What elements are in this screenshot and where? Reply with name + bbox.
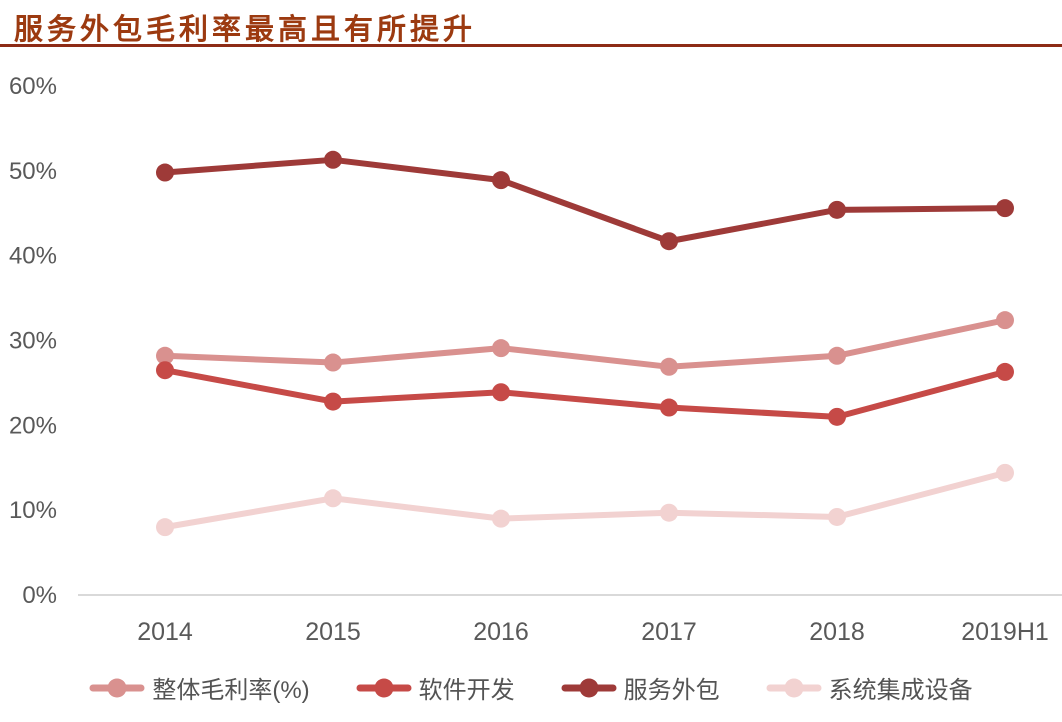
x-axis-label: 2019H1 (961, 618, 1049, 646)
series-point-outsourcing-2016 (492, 171, 510, 190)
series-outsourcing (156, 150, 1014, 251)
legend-marker-system (766, 678, 822, 697)
x-axis-label: 2018 (809, 618, 865, 646)
legend-label-system: 系统集成设备 (828, 677, 973, 704)
series-point-software-2016 (492, 383, 510, 402)
series-point-overall-2016 (492, 339, 510, 358)
series-point-software-2014 (156, 361, 174, 380)
x-axis-label: 2014 (137, 618, 193, 646)
series-point-overall-2018 (828, 346, 846, 365)
series-point-software-2018 (828, 407, 846, 426)
series-point-outsourcing-2019H1 (996, 199, 1014, 218)
series-point-outsourcing-2014 (156, 163, 174, 182)
series-point-system-2016 (492, 509, 510, 528)
legend-item-system: 系统集成设备 (766, 670, 973, 705)
series-point-overall-2019H1 (996, 311, 1014, 330)
series-line-outsourcing (162, 156, 1008, 245)
series-point-system-2017 (660, 503, 678, 522)
y-axis-label: 40% (9, 243, 57, 270)
legend-marker-overall (89, 678, 145, 697)
x-axis-label: 2015 (305, 618, 361, 646)
series-point-outsourcing-2015 (324, 150, 342, 169)
series-point-system-2015 (324, 489, 342, 508)
y-axis-label: 50% (9, 158, 57, 185)
y-axis-label: 0% (22, 582, 57, 609)
legend-item-outsourcing: 服务外包 (561, 670, 720, 705)
x-axis-label: 2017 (641, 618, 697, 646)
chart-title: 服务外包毛利率最高且有所提升 (14, 14, 477, 46)
series-point-overall-2014 (156, 346, 174, 365)
legend-item-software: 软件开发 (356, 670, 515, 705)
y-axis-label: 10% (9, 497, 57, 524)
legend-label-software: 软件开发 (418, 677, 515, 704)
series-point-system-2019H1 (996, 463, 1014, 482)
title-underline (0, 44, 1062, 47)
x-axis-label: 2016 (473, 618, 529, 646)
series-point-overall-2017 (660, 357, 678, 376)
series-software (156, 361, 1014, 426)
series-point-outsourcing-2018 (828, 200, 846, 219)
series-line-overall (162, 317, 1008, 370)
legend-item-overall: 整体毛利率(%) (89, 670, 310, 705)
series-overall (156, 311, 1014, 376)
chart-legend: 整体毛利率(%) 软件开发 服务外包 系统集成设备 (0, 670, 1062, 705)
series-system (156, 463, 1014, 537)
series-point-overall-2015 (324, 353, 342, 372)
y-axis-label: 30% (9, 328, 57, 355)
series-point-software-2019H1 (996, 362, 1014, 381)
legend-marker-software (356, 678, 412, 697)
series-point-system-2018 (828, 507, 846, 526)
legend-label-overall: 整体毛利率(%) (152, 677, 310, 704)
series-point-software-2017 (660, 398, 678, 417)
series-point-software-2015 (324, 392, 342, 411)
y-axis-label: 20% (9, 412, 57, 439)
legend-label-outsourcing: 服务外包 (623, 677, 720, 704)
y-axis-label: 60% (9, 73, 57, 100)
series-point-system-2014 (156, 518, 174, 537)
series-line-software (162, 367, 1008, 420)
legend-marker-outsourcing (561, 678, 617, 697)
series-line-system (162, 469, 1008, 531)
series-point-outsourcing-2017 (660, 232, 678, 251)
